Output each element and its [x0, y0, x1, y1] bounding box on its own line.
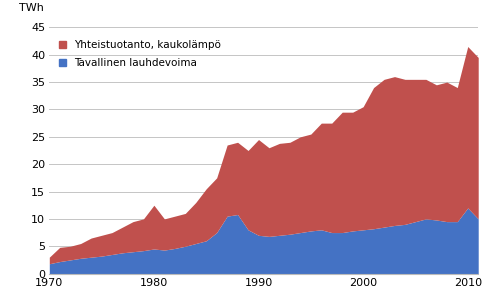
Text: TWh: TWh: [19, 3, 44, 12]
Legend: Yhteistuotanto, kaukolämpö, Tavallinen lauhdevoima: Yhteistuotanto, kaukolämpö, Tavallinen l…: [59, 40, 221, 68]
